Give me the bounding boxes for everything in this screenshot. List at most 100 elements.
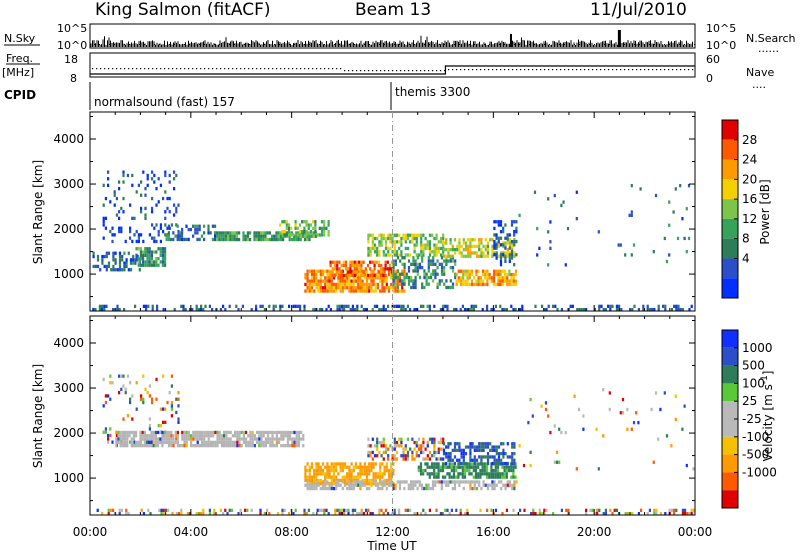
data-cell [461, 468, 464, 473]
data-cell [436, 259, 439, 263]
data-cell [350, 478, 353, 483]
data-cell [304, 237, 307, 242]
data-cell [455, 272, 458, 277]
data-cell [165, 234, 168, 238]
data-cell [398, 246, 401, 251]
data-cell [195, 304, 198, 308]
nsearch-dot [514, 44, 515, 45]
data-cell [428, 304, 431, 308]
data-cell [341, 462, 344, 466]
data-cell [406, 454, 410, 458]
data-cell [146, 247, 149, 251]
data-cell [227, 440, 230, 444]
data-cell [387, 250, 390, 254]
data-cell [159, 223, 162, 227]
data-cell [491, 448, 494, 452]
data-cell [144, 247, 147, 251]
data-cell [257, 231, 260, 235]
data-cell [401, 262, 404, 266]
data-cell [414, 259, 417, 263]
data-cell [547, 263, 550, 267]
nsearch-dot [504, 44, 505, 45]
data-cell [381, 475, 384, 479]
velocity-colorbar-band [722, 454, 738, 473]
data-cell [192, 434, 195, 438]
data-cell [229, 231, 232, 235]
nsearch-dot [109, 44, 110, 45]
nave-dot [280, 68, 282, 70]
data-cell [168, 444, 171, 448]
data-cell [422, 444, 425, 448]
time-tick-label: 00:00 [678, 525, 713, 539]
data-cell [159, 247, 162, 251]
data-cell [330, 486, 333, 491]
data-cell [224, 308, 227, 312]
data-cell [506, 236, 509, 240]
data-cell [381, 480, 384, 484]
data-cell [152, 430, 155, 435]
data-cell [264, 440, 267, 444]
data-cell [328, 472, 331, 476]
data-cell [414, 285, 417, 290]
data-cell [329, 263, 332, 268]
data-cell [271, 237, 274, 242]
data-cell [118, 210, 121, 214]
data-cell [518, 213, 521, 217]
data-cell [128, 430, 131, 435]
data-cell [444, 304, 447, 308]
data-cell [497, 244, 501, 248]
data-cell [164, 173, 167, 178]
data-cell [234, 444, 237, 448]
data-cell [161, 440, 164, 444]
data-cell [204, 304, 207, 308]
data-cell [173, 213, 176, 217]
data-cell [490, 475, 493, 479]
data-cell [343, 279, 347, 283]
nsearch-dot [204, 44, 205, 45]
data-cell [198, 224, 201, 228]
data-cell [162, 512, 165, 516]
data-cell [131, 417, 134, 421]
data-cell [260, 430, 263, 435]
data-cell [464, 272, 467, 277]
nave-dot [620, 69, 622, 71]
data-cell [381, 286, 384, 290]
data-cell [418, 266, 422, 270]
data-cell [613, 508, 616, 512]
data-cell [155, 263, 158, 267]
data-cell [504, 256, 507, 260]
data-cell [611, 304, 614, 308]
data-cell [473, 244, 476, 248]
data-cell [422, 472, 425, 476]
data-cell [426, 444, 429, 448]
data-cell [515, 220, 518, 224]
data-cell [362, 273, 365, 278]
data-cell [428, 475, 431, 479]
data-cell [144, 187, 147, 191]
data-cell [505, 472, 508, 476]
data-cell [469, 244, 472, 248]
data-cell [387, 457, 390, 461]
data-cell [435, 475, 438, 479]
data-cell [556, 308, 559, 312]
data-cell [433, 462, 436, 466]
data-cell [320, 220, 324, 224]
data-cell [449, 238, 452, 242]
data-cell [473, 445, 476, 449]
data-cell [148, 417, 151, 421]
data-cell [400, 253, 403, 257]
data-cell [157, 444, 160, 448]
data-cell [249, 430, 252, 435]
data-cell [400, 304, 403, 308]
data-cell [405, 275, 408, 280]
data-cell [400, 236, 403, 241]
data-cell [437, 250, 440, 254]
data-cell [205, 434, 208, 438]
nsearch-dot [384, 44, 385, 45]
data-cell [410, 285, 413, 290]
data-cell [374, 286, 377, 290]
data-cell [293, 440, 296, 444]
data-cell [111, 239, 114, 244]
data-cell [112, 254, 115, 259]
data-cell [363, 468, 366, 473]
